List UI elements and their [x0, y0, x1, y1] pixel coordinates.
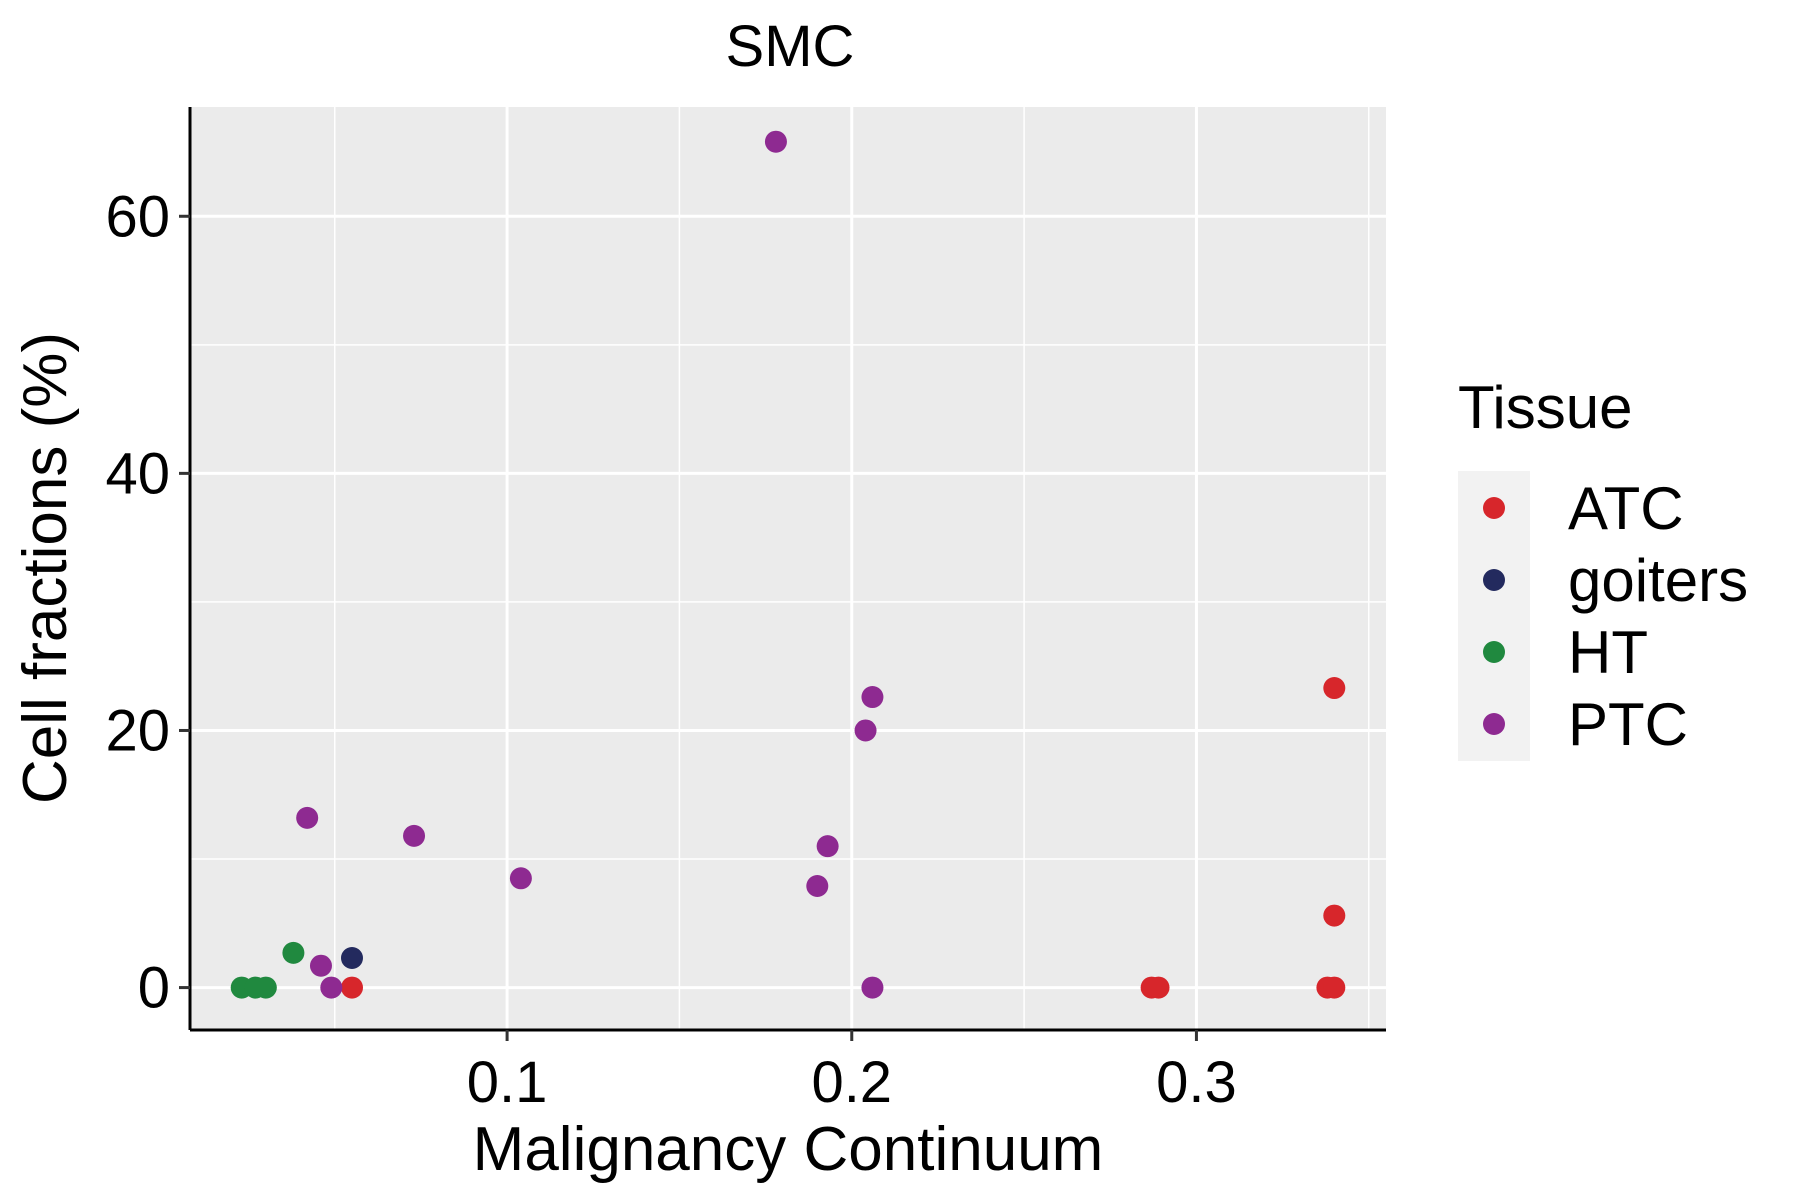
point-ht	[254, 976, 277, 999]
point-ptc	[320, 976, 343, 999]
point-ptc	[816, 835, 839, 858]
point-ptc	[403, 824, 426, 847]
plot-panel	[190, 107, 1386, 1030]
y-tick-label: 20	[105, 698, 170, 763]
y-tick-label: 40	[105, 441, 170, 506]
chart-title: SMC	[726, 14, 855, 79]
point-ptc	[509, 867, 532, 890]
point-ptc	[861, 976, 884, 999]
point-ht	[282, 941, 305, 964]
legend-key-ptc	[1483, 713, 1505, 735]
point-ptc	[806, 875, 829, 898]
point-ptc	[854, 719, 877, 742]
point-atc	[1323, 976, 1346, 999]
gridlines	[190, 107, 1386, 1030]
legend-key-atc	[1483, 497, 1505, 519]
legend-label-ht: HT	[1568, 619, 1648, 686]
point-ptc	[296, 806, 319, 829]
legend-key-goiters	[1483, 569, 1505, 591]
x-tick-label: 0.3	[1156, 1050, 1237, 1115]
point-ptc	[764, 130, 787, 153]
data-points	[230, 130, 1346, 999]
point-atc	[1147, 976, 1170, 999]
point-atc	[1323, 904, 1346, 927]
x-tick-label: 0.2	[811, 1050, 892, 1115]
y-tick-label: 0	[138, 956, 170, 1021]
x-axis-label: Malignancy Continuum	[473, 1115, 1104, 1184]
legend-title: Tissue	[1458, 374, 1633, 441]
legend-label-ptc: PTC	[1568, 691, 1688, 758]
y-tick-label: 60	[105, 184, 170, 249]
legend-key-background	[1458, 471, 1530, 761]
legend-label-goiters: goiters	[1568, 547, 1748, 614]
x-axis-ticks: 0.1 0.2 0.3	[467, 1030, 1237, 1115]
legend-label-atc: ATC	[1568, 475, 1684, 542]
point-atc	[340, 976, 363, 999]
x-tick-label: 0.1	[467, 1050, 548, 1115]
point-ptc	[309, 954, 332, 977]
y-axis-ticks: 0 20 40 60	[105, 184, 190, 1021]
y-axis-label: Cell fractions (%)	[11, 332, 80, 804]
point-atc	[1323, 677, 1346, 700]
point-goiters	[340, 947, 363, 970]
point-ptc	[861, 686, 884, 709]
legend-key-ht	[1483, 641, 1505, 663]
